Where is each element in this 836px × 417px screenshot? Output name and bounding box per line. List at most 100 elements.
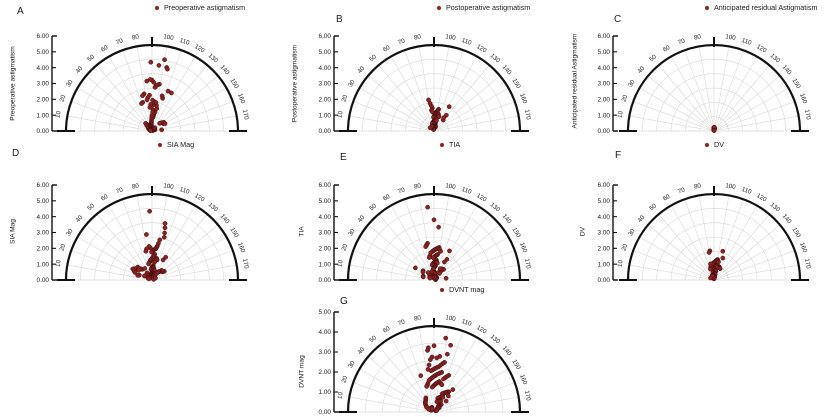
svg-text:2.00: 2.00 [598,246,611,253]
svg-text:10: 10 [337,259,345,268]
svg-text:80: 80 [694,182,703,190]
svg-text:1.00: 1.00 [319,389,332,396]
svg-text:60: 60 [662,44,672,54]
svg-text:50: 50 [368,202,378,212]
panel-letter-f: F [615,150,622,161]
svg-text:0.00: 0.00 [319,277,332,284]
svg-text:70: 70 [115,186,124,195]
svg-text:50: 50 [86,53,96,63]
svg-text:130: 130 [769,52,782,64]
svg-text:3.00: 3.00 [37,230,50,237]
svg-text:40: 40 [636,65,646,75]
svg-text:130: 130 [489,201,502,213]
svg-text:70: 70 [677,186,686,195]
svg-text:120: 120 [193,43,206,55]
svg-text:70: 70 [397,186,406,195]
panel-letter-a: A [17,6,24,17]
svg-text:110: 110 [461,186,473,196]
svg-text:30: 30 [65,227,75,237]
svg-text:130: 130 [489,333,502,345]
svg-text:170: 170 [523,258,532,270]
svg-text:1.00: 1.00 [598,112,611,119]
svg-text:150: 150 [511,77,523,90]
svg-text:140: 140 [781,213,793,226]
svg-text:20: 20 [620,94,629,103]
svg-text:50: 50 [648,202,658,212]
svg-text:10: 10 [617,259,625,268]
svg-text:0.00: 0.00 [319,128,332,135]
svg-text:30: 30 [65,78,75,88]
svg-text:170: 170 [241,109,250,121]
svg-text:50: 50 [86,202,96,212]
legend-marker-icon [437,5,441,10]
svg-text:1.00: 1.00 [598,261,611,268]
svg-text:2.00: 2.00 [37,246,50,253]
svg-text:120: 120 [475,43,488,55]
svg-text:70: 70 [115,37,124,46]
svg-text:40: 40 [636,214,646,224]
svg-text:0.00: 0.00 [319,409,332,415]
svg-text:140: 140 [501,345,513,358]
svg-text:70: 70 [397,318,406,327]
svg-text:110: 110 [179,37,191,47]
legend-label: Postoperative astigmatism [446,3,531,12]
y-axis-label-b: Postoperative astigmatism [291,44,299,123]
svg-text:120: 120 [193,192,206,204]
svg-text:80: 80 [132,182,141,190]
svg-text:20: 20 [58,243,67,252]
svg-text:150: 150 [791,226,803,239]
svg-text:60: 60 [382,193,392,203]
svg-text:100: 100 [445,33,457,42]
svg-text:0.00: 0.00 [598,128,611,135]
svg-text:150: 150 [511,226,523,239]
svg-text:100: 100 [725,33,737,42]
y-axis-label-g: DVNT mag [298,355,306,388]
svg-text:4.00: 4.00 [598,214,611,221]
svg-text:170: 170 [803,109,812,121]
svg-text:110: 110 [741,186,753,196]
legend-marker-icon [440,142,444,147]
svg-text:170: 170 [523,390,532,402]
legend-label: DVNT mag [449,285,485,294]
svg-text:110: 110 [741,37,753,47]
svg-text:1.00: 1.00 [319,261,332,268]
svg-text:140: 140 [501,213,513,226]
y-axis-label-c: Anticipated residual Astigmatism [571,33,579,129]
svg-text:160: 160 [236,242,246,255]
svg-text:100: 100 [163,182,175,191]
svg-text:160: 160 [236,93,246,106]
svg-text:5.00: 5.00 [37,198,50,205]
svg-text:70: 70 [397,37,406,46]
legend-label: DV [714,140,724,149]
legend-marker-icon [158,142,162,147]
svg-text:150: 150 [229,226,241,239]
svg-text:2.00: 2.00 [319,97,332,104]
legend-marker-icon [440,287,444,292]
svg-text:6.00: 6.00 [37,33,50,40]
svg-text:1.00: 1.00 [37,112,50,119]
svg-text:150: 150 [511,358,523,371]
svg-text:40: 40 [74,65,84,75]
panel-letter-e: E [340,152,347,163]
legend-a: Preoperative astigmatism [155,3,245,12]
svg-text:60: 60 [100,44,110,54]
svg-text:20: 20 [620,243,629,252]
svg-text:6.00: 6.00 [319,33,332,40]
svg-text:80: 80 [132,33,141,41]
svg-text:60: 60 [382,44,392,54]
svg-text:110: 110 [179,186,191,196]
y-axis-label-e: TIA [298,226,306,237]
svg-text:140: 140 [219,64,231,77]
svg-text:6.00: 6.00 [598,182,611,189]
legend-label: Anticipated residual Astigmatism [714,3,818,12]
svg-text:120: 120 [475,324,488,336]
svg-text:30: 30 [627,78,637,88]
svg-text:60: 60 [100,193,110,203]
svg-text:2.00: 2.00 [37,97,50,104]
svg-text:10: 10 [617,110,625,119]
svg-text:2.00: 2.00 [598,97,611,104]
